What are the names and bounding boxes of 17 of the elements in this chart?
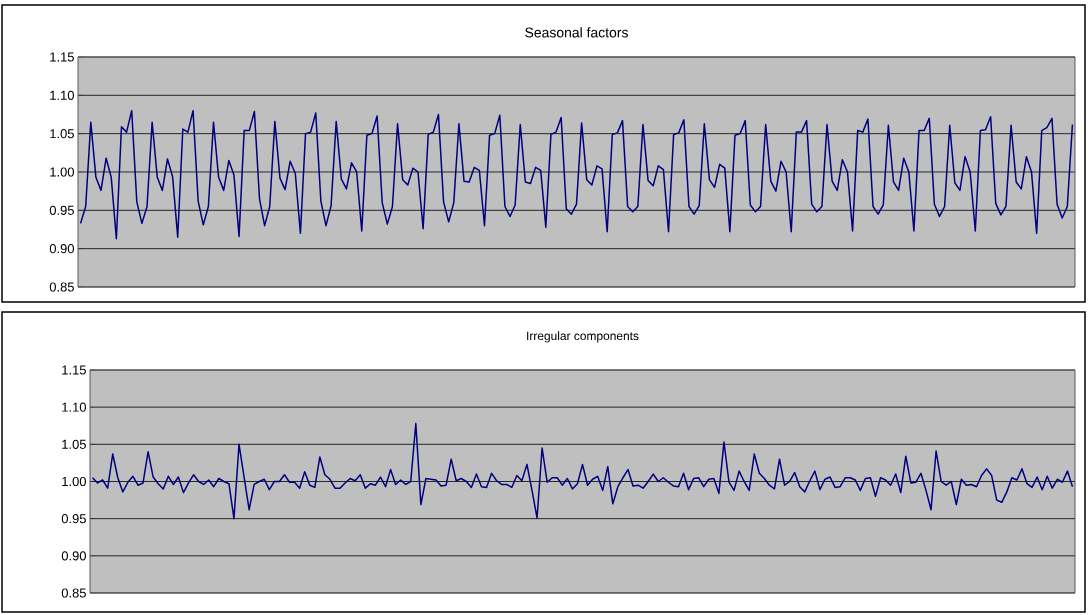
chart-title: Irregular components — [527, 331, 639, 343]
y-tick-label: 0.90 — [49, 244, 74, 254]
y-tick-label: 0.85 — [49, 282, 74, 292]
y-tick-label: 0.90 — [61, 551, 86, 561]
y-tick-label: 1.15 — [50, 52, 74, 62]
y-tick-label: 1.05 — [50, 129, 74, 139]
line-series — [79, 109, 1074, 240]
y-tick-label: 1.10 — [50, 90, 74, 100]
y-tick-label: 1.00 — [62, 476, 86, 487]
y-tick-label: 1.00 — [50, 167, 74, 177]
y-tick-label: 1.10 — [62, 402, 86, 412]
y-tick-label: 0.95 — [61, 514, 86, 524]
chart-title: Seasonal factors — [525, 27, 628, 38]
y-tick-label: 1.15 — [62, 365, 86, 375]
y-tick-label: 0.85 — [61, 588, 86, 598]
y-tick-label: 1.05 — [62, 439, 86, 449]
y-tick-label: 0.95 — [49, 205, 74, 215]
